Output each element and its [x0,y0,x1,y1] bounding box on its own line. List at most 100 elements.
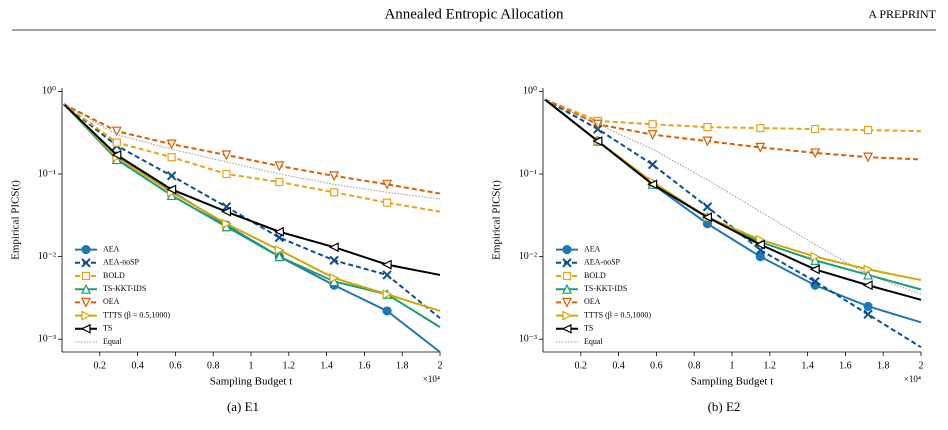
series-line [544,98,922,133]
legend-label: TS [584,324,593,333]
y-axis-label: Empirical PICS(t) [491,180,503,260]
legend-label: AEA [584,244,601,253]
y-tick-label: 10⁻¹ [38,168,56,179]
y-tick-label: 10⁻¹ [519,168,537,179]
legend-label: AEA-noSP [584,258,621,267]
series-line [63,103,441,195]
x-tick-label: 1.2 [764,360,777,371]
legend-marker [561,323,572,334]
legend-label: BOLD [103,271,125,280]
series-marker [648,120,657,129]
legend-label: TS-KKT-IDS [103,284,146,293]
y-tick-label: 10⁰ [523,86,537,97]
series-line [63,103,441,200]
legend-marker [562,283,572,294]
series-marker [382,179,393,190]
series-marker [756,123,765,133]
series-marker [810,255,821,265]
x-axis-label: Sampling Budget t [210,376,293,388]
x-tick-label: 1.2 [283,360,296,371]
x-tick-label: 1 [730,360,735,371]
series-marker [863,152,874,163]
legend-label: OEA [584,297,601,306]
series-marker [329,273,340,284]
series-marker [382,306,392,316]
legend-label: AEA-noSP [103,258,140,267]
series-marker [702,136,713,147]
legend-label: TTTS (β = 0.5,1000) [584,310,651,319]
series-marker [755,252,765,262]
series-line [63,103,441,213]
series-marker [862,280,873,291]
series-marker [647,159,658,170]
series-marker [863,126,873,135]
x-tick-label: 1.8 [877,360,890,371]
series-line [63,103,441,312]
legend-label: AEA [103,244,120,253]
legend-marker [562,245,572,255]
series-marker [166,184,177,195]
series-marker [166,171,177,181]
series-marker [755,142,766,153]
series-marker [275,177,284,187]
series-marker [863,269,874,280]
legend-marker [562,271,572,281]
y-tick-label: 10⁻³ [519,334,537,345]
series-marker [329,171,340,182]
x-tick-label: 1 [249,360,254,371]
series-marker [329,255,339,266]
x-tick-label: 1.4 [320,360,333,371]
series-marker [811,124,820,134]
series-marker [221,150,232,161]
y-tick-label: 10⁻² [38,251,56,262]
series-marker [702,202,713,212]
legend-label: BOLD [584,271,606,280]
x-tick-label: 0.8 [688,360,701,371]
legend-marker [562,258,572,268]
series-marker [111,126,122,137]
legend-label: TS [103,324,112,333]
series-marker [647,179,658,190]
series-marker [863,264,874,275]
legend-label: OEA [103,297,120,306]
x-axis-label: Sampling Budget t [691,376,774,388]
series-marker [111,150,122,160]
series-marker [863,309,873,320]
x-tick-label: 0.2 [94,360,107,371]
series-line [544,98,922,301]
series-marker [592,136,603,147]
legend-label: TS-KKT-IDS [584,284,627,293]
series-marker [703,122,712,132]
series-marker [330,188,339,197]
legend-marker [81,271,91,281]
series-marker [381,259,392,270]
legend-marker [81,258,91,268]
x-offset-label: ×10⁴ [904,374,921,384]
series-marker [810,251,821,262]
x-tick-label: 1.4 [801,360,814,371]
y-tick-label: 10⁰ [42,86,56,97]
x-tick-label: 0.2 [575,360,588,371]
series-marker [755,234,766,245]
legend-label: Equal [584,337,603,346]
series-line [63,103,441,276]
series-marker [274,161,285,172]
series-marker [810,276,820,287]
series-marker [166,139,177,150]
legend-marker [81,283,91,294]
legend-marker [81,245,91,255]
y-axis-label: Empirical PICS(t) [10,180,22,260]
legend-label: TTTS (β = 0.5,1000) [103,310,170,319]
series-marker [810,148,821,159]
series-marker [274,226,284,237]
legend-marker [562,310,573,321]
caption: (b) E2 [708,399,741,414]
series-line [544,98,922,295]
series-marker [647,130,658,140]
legend-marker [81,310,92,321]
series-marker [328,242,339,253]
series-line [544,98,922,349]
series-marker [755,239,765,250]
